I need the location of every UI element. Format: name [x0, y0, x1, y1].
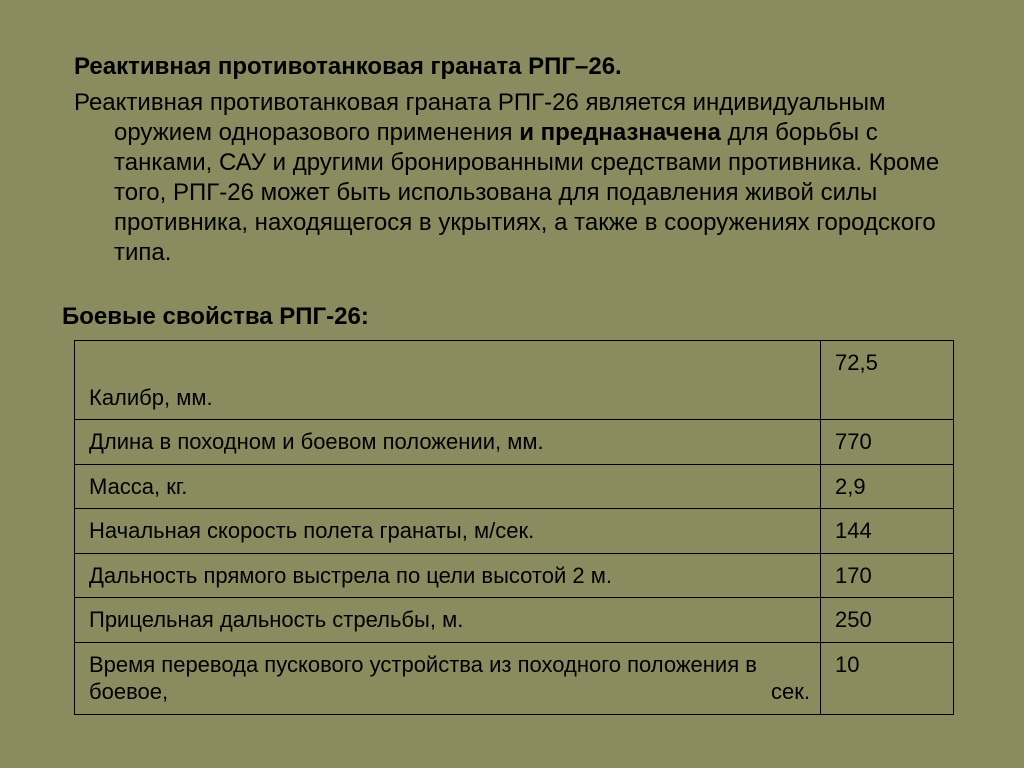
spec-property: Прицельная дальность стрельбы, м.	[75, 598, 821, 643]
table-row: Длина в походном и боевом положении, мм.…	[75, 420, 954, 465]
table-row: Начальная скорость полета гранаты, м/сек…	[75, 509, 954, 554]
table-row: Масса, кг.2,9	[75, 464, 954, 509]
spec-value: 2,9	[821, 464, 954, 509]
table-row: Прицельная дальность стрельбы, м.250	[75, 598, 954, 643]
spec-property: Масса, кг.	[75, 464, 821, 509]
intro-paragraph: Реактивная противотанковая граната РПГ-2…	[74, 88, 962, 268]
table-row: Время перевода пускового устройства из п…	[75, 642, 954, 714]
intro-bold: и предназначена	[519, 119, 721, 146]
table-row: Калибр, мм.72,5	[75, 341, 954, 420]
table-row: Дальность прямого выстрела по цели высот…	[75, 553, 954, 598]
section-title: Боевые свойства РПГ-26:	[62, 302, 962, 332]
spec-table: Калибр, мм.72,5Длина в походном и боевом…	[74, 340, 954, 715]
spec-property: Дальность прямого выстрела по цели высот…	[75, 553, 821, 598]
spec-property: Начальная скорость полета гранаты, м/сек…	[75, 509, 821, 554]
spec-property: Время перевода пускового устройства из п…	[75, 642, 821, 714]
spec-value: 770	[821, 420, 954, 465]
spec-value: 250	[821, 598, 954, 643]
slide: Реактивная противотанковая граната РПГ–2…	[0, 0, 1024, 768]
spec-value: 170	[821, 553, 954, 598]
page-title: Реактивная противотанковая граната РПГ–2…	[74, 52, 962, 82]
spec-property: Калибр, мм.	[75, 341, 821, 420]
spec-property: Длина в походном и боевом положении, мм.	[75, 420, 821, 465]
spec-value: 10	[821, 642, 954, 714]
spec-value: 72,5	[821, 341, 954, 420]
spec-value: 144	[821, 509, 954, 554]
spec-table-body: Калибр, мм.72,5Длина в походном и боевом…	[75, 341, 954, 715]
